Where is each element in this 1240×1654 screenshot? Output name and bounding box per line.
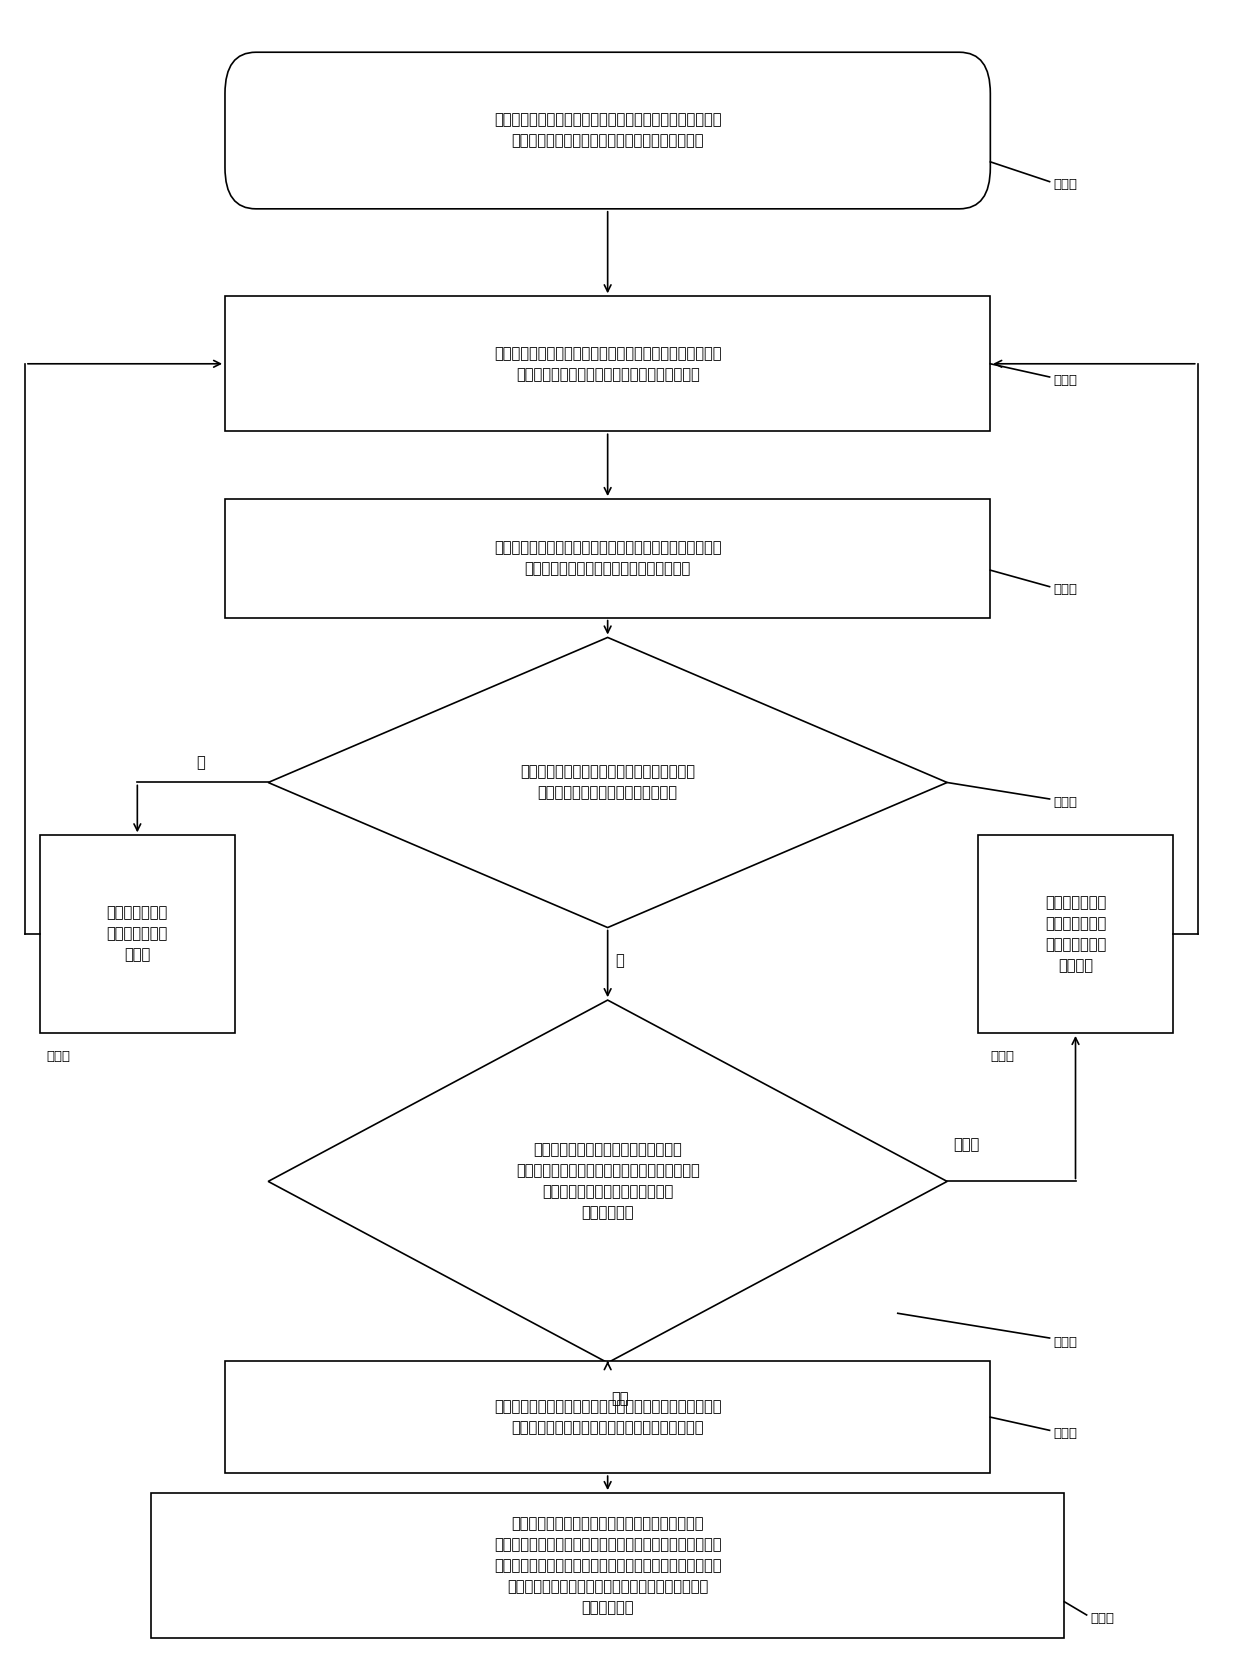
- Text: 对陷入死区的单
框架控制力矩陀
螺停用: 对陷入死区的单 框架控制力矩陀 螺停用: [107, 906, 167, 963]
- FancyBboxPatch shape: [224, 53, 991, 208]
- Text: 步骤八: 步骤八: [1053, 1427, 1078, 1441]
- Text: 步骤九: 步骤九: [1090, 1611, 1115, 1624]
- FancyBboxPatch shape: [224, 1361, 991, 1474]
- FancyBboxPatch shape: [224, 296, 991, 432]
- Text: 根据步骤一获得的指令力矩信号，获取分配给单框架控制力
矩陀螺群的框架角速度与分配给飞轮的角加速度: 根据步骤一获得的指令力矩信号，获取分配给单框架控制力 矩陀螺群的框架角速度与分配…: [494, 346, 722, 382]
- Text: 步骤三: 步骤三: [1053, 584, 1078, 597]
- Text: 否: 否: [615, 953, 625, 968]
- Text: 将步骤二所得的单框架控制力矩陀螺群的框架角速度赋值给
单框架控制力矩陀螺群的优化的框架角速度: 将步骤二所得的单框架控制力矩陀螺群的框架角速度赋值给 单框架控制力矩陀螺群的优化…: [494, 541, 722, 576]
- Text: 根据步骤三获得的优化的框架角速度，判断每
个单框架控制力矩陀螺是否陷入死区: 根据步骤三获得的优化的框架角速度，判断每 个单框架控制力矩陀螺是否陷入死区: [520, 764, 696, 801]
- FancyBboxPatch shape: [151, 1494, 1064, 1637]
- FancyBboxPatch shape: [224, 500, 991, 617]
- FancyBboxPatch shape: [978, 835, 1173, 1034]
- Text: 不相同: 不相同: [954, 1138, 980, 1153]
- Text: 步骤二: 步骤二: [1053, 374, 1078, 387]
- Polygon shape: [268, 637, 947, 928]
- Text: 是: 是: [196, 756, 205, 771]
- Text: 相同: 相同: [611, 1391, 629, 1406]
- Text: 将新框架角速度
的值存入前一次
得到的优化的框
架角速度: 将新框架角速度 的值存入前一次 得到的优化的框 架角速度: [1045, 895, 1106, 973]
- Text: 步骤五: 步骤五: [46, 1050, 69, 1062]
- Text: 步骤七: 步骤七: [991, 1050, 1014, 1062]
- Text: 在每个控制周期内，获取由控制器输出的指令力矩信号，指
令力矩信号为指令力矩在星体坐标系下的分量列阵: 在每个控制周期内，获取由控制器输出的指令力矩信号，指 令力矩信号为指令力矩在星体…: [494, 112, 722, 149]
- Text: 步骤一: 步骤一: [1053, 179, 1078, 192]
- Text: 步骤六: 步骤六: [1053, 1336, 1078, 1350]
- FancyBboxPatch shape: [40, 835, 234, 1034]
- Polygon shape: [268, 1001, 947, 1363]
- Text: 对未陷入死区的单框架控制力矩陀螺，
骤二得到新框架角速，分别比较所得的新框架角
速度与前一次得到的优化的框架角
速度是否相同: 对未陷入死区的单框架控制力矩陀螺， 骤二得到新框架角速，分别比较所得的新框架角 …: [516, 1143, 699, 1221]
- Text: 将最终的单框架控制力矩陀螺框架角速度与最终的
飞轮角加速度，发送到单框架控制力矩陀螺群与飞轮系统，
最终的单框架控制力矩陀螺框架角速度驱动单框架控制力矩
陀螺工: 将最终的单框架控制力矩陀螺框架角速度与最终的 飞轮角加速度，发送到单框架控制力矩…: [494, 1517, 722, 1614]
- Text: 将新框架角速度赋值给最终的单框架控制力矩陀螺框架角速
度，将飞轮的角加速度赋值给最终的飞轮角加速度: 将新框架角速度赋值给最终的单框架控制力矩陀螺框架角速 度，将飞轮的角加速度赋值给…: [494, 1399, 722, 1436]
- Text: 步骤四: 步骤四: [1053, 796, 1078, 809]
